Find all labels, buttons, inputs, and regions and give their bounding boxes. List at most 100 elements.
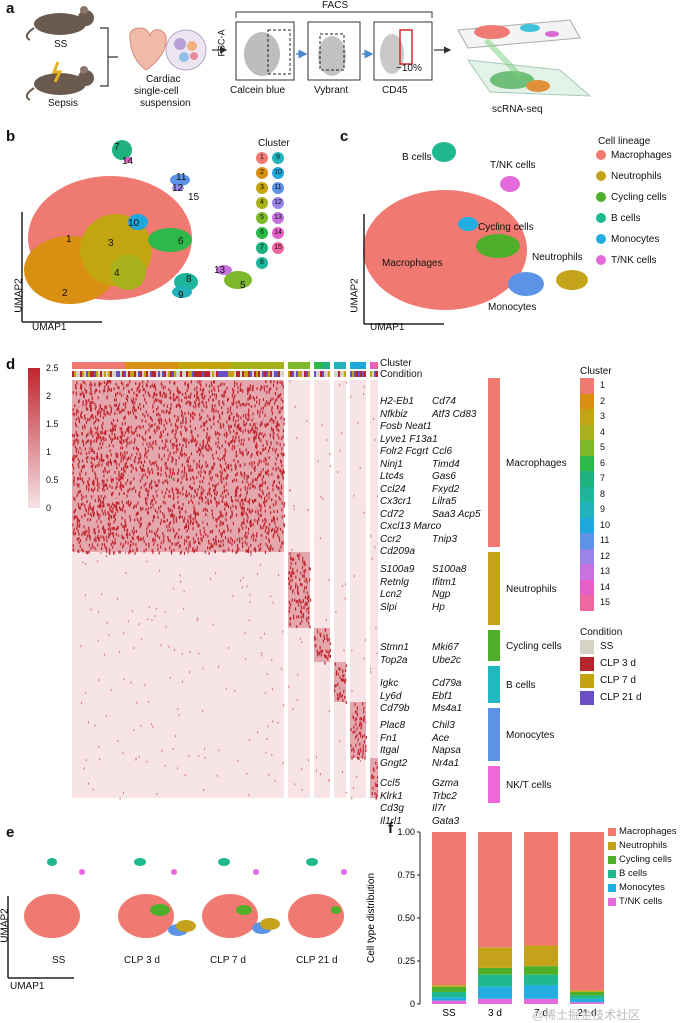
heatmap-cell xyxy=(281,464,282,467)
condition-track-cell xyxy=(294,371,296,377)
heatmap-cell xyxy=(261,386,262,389)
heatmap-cell xyxy=(282,542,283,545)
heatmap-cell xyxy=(199,460,200,463)
heatmap-cell xyxy=(77,441,78,444)
heatmap-cell xyxy=(248,547,249,550)
heatmap-cell xyxy=(91,390,92,393)
heatmap-cell xyxy=(74,528,75,531)
heatmap-cell xyxy=(274,529,275,532)
heatmap-cell xyxy=(146,411,147,414)
heatmap-noise xyxy=(346,792,347,794)
heatmap-cell xyxy=(134,459,135,462)
heatmap-cell xyxy=(373,776,374,779)
heatmap-cell xyxy=(356,717,357,720)
heatmap-cell xyxy=(377,790,378,793)
heatmap-cell xyxy=(272,528,273,531)
heatmap-cell xyxy=(289,601,290,604)
heatmap-cell xyxy=(228,538,229,541)
heatmap-cell xyxy=(102,437,103,440)
heatmap-cell xyxy=(225,536,226,539)
heatmap-cell xyxy=(145,430,146,433)
heatmap-cell xyxy=(120,477,121,480)
heatmap-cell xyxy=(145,473,146,476)
heatmap-cell xyxy=(224,468,225,471)
heatmap-cell xyxy=(377,776,378,779)
heatmap-cell xyxy=(277,425,278,428)
heatmap-cell xyxy=(152,495,153,498)
heatmap-cell xyxy=(203,509,204,512)
heatmap-noise xyxy=(249,739,250,741)
heatmap-cell xyxy=(77,530,78,533)
heatmap-cell xyxy=(345,669,346,672)
heatmap-cell xyxy=(200,443,201,446)
heatmap-cell xyxy=(186,445,187,448)
heatmap-cell xyxy=(86,551,87,554)
heatmap-cell xyxy=(292,599,293,602)
heatmap-noise xyxy=(354,575,355,577)
condition-track-cell xyxy=(302,371,304,377)
heatmap-cell xyxy=(109,524,110,527)
heatmap-cell xyxy=(251,461,252,464)
heatmap-noise xyxy=(267,452,268,454)
heatmap-cell xyxy=(239,540,240,543)
heatmap-cell xyxy=(326,655,327,658)
heatmap-cell xyxy=(129,533,130,536)
heatmap-noise xyxy=(181,474,182,476)
heatmap-cell xyxy=(185,441,186,444)
heatmap-cell xyxy=(362,753,363,756)
heatmap-cell xyxy=(113,542,114,545)
heatmap-cell xyxy=(151,468,152,471)
label-facs: FACS xyxy=(322,0,348,11)
gene-label-left: Klrk1 xyxy=(380,791,403,804)
heatmap-cell xyxy=(150,523,151,526)
heatmap-cell xyxy=(203,429,204,432)
heatmap-cell xyxy=(362,702,363,705)
heatmap-cell xyxy=(364,740,365,743)
heatmap-cell xyxy=(132,536,133,539)
heatmap-cell xyxy=(360,722,361,725)
heatmap-cell xyxy=(327,650,328,653)
heatmap-noise xyxy=(117,740,118,742)
heatmap-cell xyxy=(91,384,92,387)
heatmap-cell xyxy=(210,477,211,480)
cluster-colorbar-label: 14 xyxy=(600,582,610,592)
heatmap-cell xyxy=(227,529,228,532)
heatmap-cell xyxy=(173,521,174,524)
heatmap-cell xyxy=(78,417,79,420)
condition-track-cell xyxy=(292,371,294,377)
heatmap-cell xyxy=(130,464,131,467)
heatmap-cell xyxy=(218,482,219,485)
heatmap-noise xyxy=(193,505,194,507)
heatmap-cell xyxy=(304,575,305,578)
heatmap-cell xyxy=(173,548,174,551)
heatmap-cell xyxy=(260,547,261,550)
heatmap-cell xyxy=(353,716,354,719)
heatmap-cell xyxy=(169,540,170,543)
heatmap-cell xyxy=(278,496,279,499)
heatmap-cell xyxy=(213,415,214,418)
heatmap-cell xyxy=(293,572,294,575)
heatmap-cell xyxy=(227,474,228,477)
heatmap-cell xyxy=(351,757,352,760)
condition-track-cell xyxy=(258,371,260,377)
heatmap-cell xyxy=(330,642,331,645)
heatmap-noise xyxy=(217,775,218,777)
bar-segment xyxy=(478,999,512,1004)
heatmap-cell xyxy=(157,528,158,531)
heatmap-cell xyxy=(186,428,187,431)
heatmap-cell xyxy=(279,481,280,484)
heatmap-cell xyxy=(246,550,247,553)
heatmap-noise xyxy=(151,723,152,725)
map-label-cycling: Cycling cells xyxy=(478,222,534,233)
heatmap-cell xyxy=(201,497,202,500)
heatmap-cell xyxy=(152,447,153,450)
heatmap-cell xyxy=(271,519,272,522)
heatmap-cell xyxy=(178,541,179,544)
heatmap-cell xyxy=(97,544,98,547)
heatmap-cell xyxy=(289,583,290,586)
heatmap-noise xyxy=(292,549,293,551)
heatmap-noise xyxy=(88,721,89,723)
heatmap-cell xyxy=(81,498,82,501)
condition-track-cell xyxy=(192,371,194,377)
heatmap-cell xyxy=(176,451,177,454)
